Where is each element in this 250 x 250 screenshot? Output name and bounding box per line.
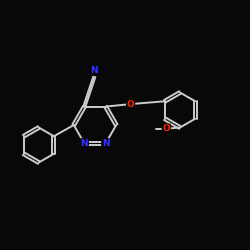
Text: O: O (127, 100, 134, 108)
Text: N: N (80, 139, 88, 148)
Text: N: N (90, 66, 98, 75)
Text: O: O (162, 124, 170, 133)
Text: N: N (102, 139, 110, 148)
